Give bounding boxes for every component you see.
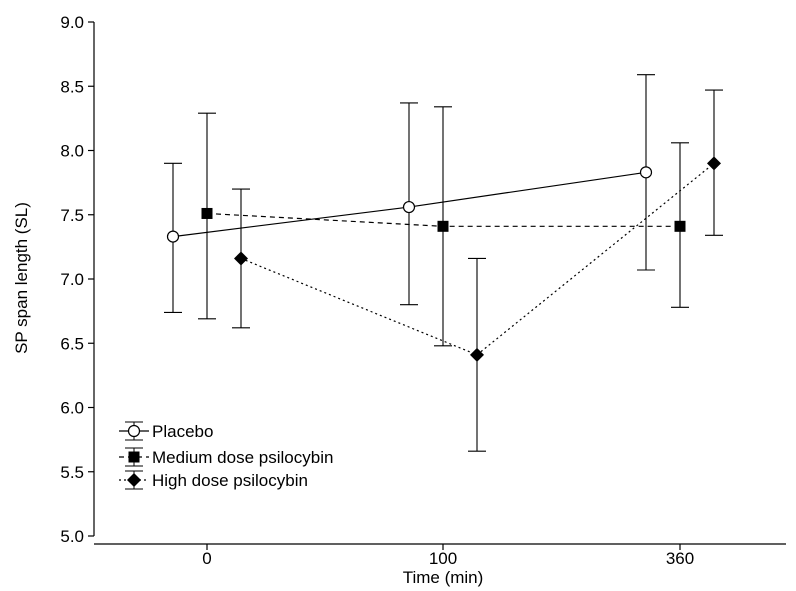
y-tick-label: 7.0 (60, 270, 84, 289)
legend: Placebo Medium dose psilocybin High dose p… (119, 421, 333, 490)
data-point (437, 220, 449, 232)
data-point (402, 200, 416, 214)
legend-item-1: Placebo (119, 421, 213, 441)
legend-marker (128, 451, 140, 463)
y-axis-label: SP span length (SL) (12, 202, 31, 354)
series-2 (198, 106, 689, 347)
series-layer (164, 74, 723, 452)
y-tick-label: 6.5 (60, 334, 84, 353)
legend-label: Placebo (152, 422, 213, 441)
legend-marker (127, 424, 141, 438)
data-point (674, 220, 686, 232)
legend-marker (127, 473, 141, 487)
series-3 (232, 89, 723, 452)
y-tick-label: 8.0 (60, 142, 84, 161)
y-tick-label: 5.0 (60, 527, 84, 546)
y-tick-label: 9.0 (60, 13, 84, 32)
y-tick-label: 8.5 (60, 77, 84, 96)
legend-item-3: High dose psilocybin (119, 470, 308, 490)
legend-item-2: Medium dose psilocybin (119, 447, 333, 467)
data-point (166, 230, 180, 243)
x-axis-label: Time (min) (403, 568, 484, 587)
series-1 (164, 74, 655, 313)
y-tick-label: 5.5 (60, 463, 84, 482)
data-point (234, 251, 248, 266)
y-tick-label: 6.0 (60, 399, 84, 418)
data-point (707, 156, 721, 171)
x-tick-label: 0 (202, 549, 211, 568)
data-point (470, 347, 484, 362)
axes: 5.0 5.5 6.0 6.5 7.0 7.5 8.0 8.5 9.0 0 100 360 (60, 13, 786, 568)
data-point (639, 166, 653, 179)
y-tick-label: 7.5 (60, 206, 84, 225)
data-point (201, 207, 213, 219)
x-tick-label: 100 (429, 549, 457, 568)
x-tick-label: 360 (666, 549, 694, 568)
legend-label: High dose psilocybin (152, 471, 308, 490)
legend-label: Medium dose psilocybin (152, 448, 333, 467)
